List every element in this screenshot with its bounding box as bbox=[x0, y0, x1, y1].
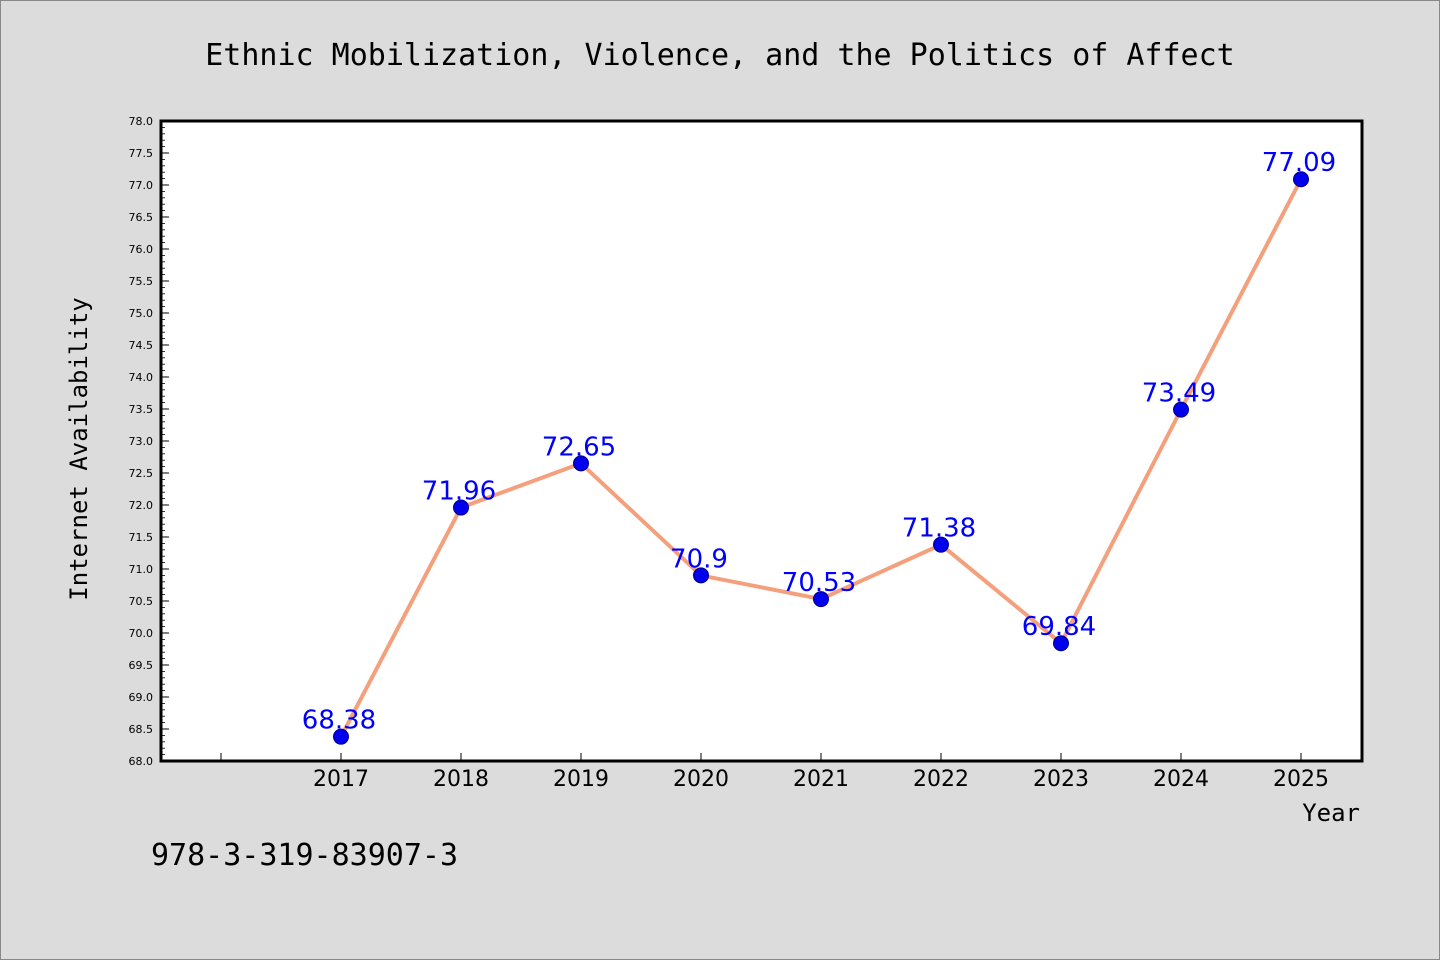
data-label: 70.9 bbox=[670, 544, 728, 574]
plot-area bbox=[161, 121, 1362, 761]
x-tick-label: 2025 bbox=[1273, 767, 1329, 792]
y-tick-label: 68.5 bbox=[129, 723, 154, 736]
data-point bbox=[1293, 171, 1309, 188]
data-point bbox=[933, 536, 949, 553]
data-label: 68.38 bbox=[302, 706, 376, 736]
data-point bbox=[693, 567, 709, 584]
y-tick-label: 69.0 bbox=[129, 691, 154, 704]
y-tick-label: 68.0 bbox=[129, 755, 154, 768]
y-tick-label: 77.5 bbox=[129, 147, 154, 160]
y-tick-label: 78.0 bbox=[129, 115, 154, 128]
y-tick-label: 70.0 bbox=[129, 627, 154, 640]
data-label: 71.38 bbox=[902, 514, 976, 544]
y-tick-label: 69.5 bbox=[129, 659, 154, 672]
y-tick-label: 74.5 bbox=[129, 339, 154, 352]
isbn-footer: 978-3-319-83907-3 bbox=[151, 838, 458, 873]
y-axis-label: Internet Availability bbox=[65, 297, 93, 600]
data-point bbox=[1173, 401, 1189, 418]
y-tick-label: 72.0 bbox=[129, 499, 154, 512]
y-tick-label: 77.0 bbox=[129, 179, 154, 192]
plot-border bbox=[159, 119, 1364, 763]
data-label: 77.09 bbox=[1262, 148, 1336, 178]
x-axis-label: Year bbox=[1302, 799, 1360, 827]
data-point bbox=[453, 499, 469, 516]
x-axis: 2017 2018 2019 2020 2021 2022 2023 2024 2025 bbox=[220, 753, 1329, 792]
y-axis: 68.0 68.5 69.0 69.5 70.0 70.5 71.0 71.5 72.0 72.5… bbox=[129, 115, 169, 768]
data-label: 69.84 bbox=[1022, 612, 1096, 642]
chart-title: Ethnic Mobilization, Violence, and the P… bbox=[205, 38, 1235, 73]
data-label: 72.65 bbox=[542, 432, 616, 462]
y-tick-label: 73.5 bbox=[129, 403, 154, 416]
x-tick-label: 2022 bbox=[913, 767, 969, 792]
y-tick-label: 72.5 bbox=[129, 467, 154, 480]
y-tick-label: 73.0 bbox=[129, 435, 154, 448]
y-tick-label: 75.0 bbox=[129, 307, 154, 320]
data-point bbox=[1053, 635, 1069, 652]
x-tick-label: 2023 bbox=[1033, 767, 1089, 792]
y-tick-label: 76.0 bbox=[129, 243, 154, 256]
data-point bbox=[813, 591, 829, 608]
data-label: 70.53 bbox=[782, 568, 856, 598]
x-tick-label: 2020 bbox=[673, 767, 729, 792]
x-tick-label: 2017 bbox=[313, 767, 369, 792]
x-tick-label: 2019 bbox=[553, 767, 609, 792]
x-tick-label: 2018 bbox=[433, 767, 489, 792]
x-tick-label: 2021 bbox=[793, 767, 849, 792]
series-layer: 68.38 71.96 72.65 70.9 70.53 71.38 69.84 73.49 7… bbox=[302, 148, 1336, 745]
data-point bbox=[333, 728, 349, 745]
x-tick-label: 2024 bbox=[1153, 767, 1209, 792]
y-tick-label: 74.0 bbox=[129, 371, 154, 384]
y-tick-label: 70.5 bbox=[129, 595, 154, 608]
y-tick-label: 76.5 bbox=[129, 211, 154, 224]
y-tick-label: 75.5 bbox=[129, 275, 154, 288]
data-label: 71.96 bbox=[422, 477, 496, 507]
data-label: 73.49 bbox=[1142, 379, 1216, 409]
y-tick-label: 71.5 bbox=[129, 531, 154, 544]
y-tick-label: 71.0 bbox=[129, 563, 154, 576]
data-point bbox=[573, 455, 589, 472]
